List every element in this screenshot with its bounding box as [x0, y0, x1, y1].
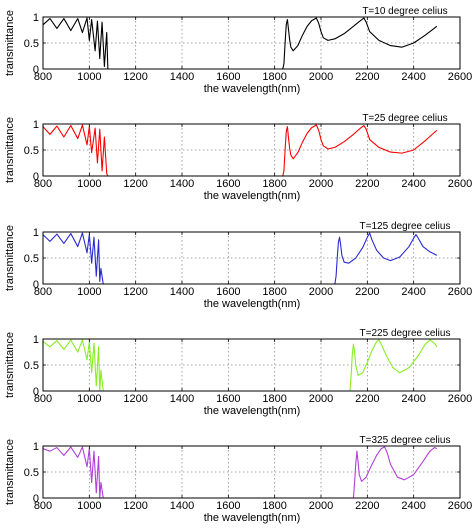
x-tick-label: 1800	[262, 178, 286, 190]
panel-title: T=25 degree celius	[362, 113, 447, 124]
y-tick-label: 0.5	[24, 360, 39, 372]
x-tick-label: 1600	[216, 500, 240, 512]
panel-title: T=325 degree celius	[360, 435, 451, 446]
x-tick-label: 2200	[355, 500, 379, 512]
y-axis-label: transmittance	[4, 439, 16, 505]
y-tick-label: 1	[33, 12, 39, 24]
panel-4: 800 1000 1200 1400 1600 1800 2000 2200 2400 2600 0…	[4, 328, 472, 417]
x-tick-label: 1000	[77, 71, 101, 83]
x-tick-label: 2200	[355, 393, 379, 405]
x-tick-label: 1600	[216, 393, 240, 405]
y-tick-label: 0	[33, 386, 39, 398]
y-tick-label: 0	[33, 493, 39, 505]
x-tick-label: 1400	[170, 286, 194, 298]
x-tick-label: 2000	[309, 71, 333, 83]
x-tick-label: 2000	[309, 393, 333, 405]
x-tick-label: 2400	[401, 500, 425, 512]
x-tick-label: 1800	[262, 500, 286, 512]
x-tick-label: 1800	[262, 286, 286, 298]
panel-title: T=125 degree celius	[360, 221, 451, 232]
x-tick-label: 2200	[355, 286, 379, 298]
x-tick-label: 2400	[401, 286, 425, 298]
panel-2: 800 1000 1200 1400 1600 1800 2000 2200 2400 2600 0…	[4, 113, 472, 202]
x-tick-label: 1400	[170, 178, 194, 190]
x-tick-label: 2000	[309, 286, 333, 298]
y-tick-label: 1	[33, 227, 39, 239]
x-tick-label: 1200	[123, 178, 147, 190]
panel-3: 800 1000 1200 1400 1600 1800 2000 2200 2400 2600 0…	[4, 221, 472, 310]
x-tick-label: 1600	[216, 178, 240, 190]
x-tick-label: 800	[34, 393, 52, 405]
x-tick-label: 1400	[170, 500, 194, 512]
x-tick-label: 2000	[309, 500, 333, 512]
x-tick-label: 2400	[401, 393, 425, 405]
y-axis-label: transmittance	[4, 332, 16, 398]
x-tick-label: 1200	[123, 500, 147, 512]
x-tick-label: 1000	[77, 286, 101, 298]
series-line-1	[42, 446, 438, 499]
y-tick-label: 0.5	[24, 467, 39, 479]
x-tick-label: 1800	[262, 71, 286, 83]
x-tick-label: 2400	[401, 178, 425, 190]
y-tick-label: 0.5	[24, 38, 39, 50]
panel-5: 800 1000 1200 1400 1600 1800 2000 2200 2400 2600 0…	[4, 435, 472, 524]
x-tick-label: 1600	[216, 71, 240, 83]
y-axis-label: transmittance	[4, 225, 16, 291]
y-tick-label: 1	[33, 334, 39, 346]
y-tick-label: 0	[33, 64, 39, 76]
x-tick-label: 1200	[123, 286, 147, 298]
x-tick-label: 1400	[170, 71, 194, 83]
panel-title: T=225 degree celius	[360, 328, 451, 339]
series-line-1	[42, 339, 438, 392]
x-axis-label: the wavelength(nm)	[204, 405, 301, 417]
series-line-1	[42, 124, 438, 177]
x-tick-label: 2200	[355, 178, 379, 190]
x-tick-label: 1600	[216, 286, 240, 298]
x-tick-label: 2400	[401, 71, 425, 83]
x-tick-label: 1800	[262, 393, 286, 405]
x-axis-label: the wavelength(nm)	[204, 298, 301, 310]
x-tick-label: 800	[34, 286, 52, 298]
x-tick-label: 1000	[77, 393, 101, 405]
x-axis-label: the wavelength(nm)	[204, 512, 301, 524]
y-axis-label: transmittance	[4, 10, 16, 76]
y-axis-label: transmittance	[4, 117, 16, 183]
x-axis-label: the wavelength(nm)	[204, 190, 301, 202]
x-tick-label: 800	[34, 500, 52, 512]
y-tick-label: 0.5	[24, 145, 39, 157]
y-tick-label: 0	[33, 171, 39, 183]
x-tick-label: 1200	[123, 71, 147, 83]
x-tick-label: 2000	[309, 178, 333, 190]
x-axis-label: the wavelength(nm)	[204, 83, 301, 95]
x-tick-label: 1200	[123, 393, 147, 405]
y-tick-label: 1	[33, 119, 39, 131]
series-line-1	[42, 232, 438, 285]
x-tick-label: 2600	[448, 393, 472, 405]
x-tick-label: 2600	[448, 500, 472, 512]
panel-title: T=10 degree celius	[362, 6, 447, 17]
x-tick-label: 1400	[170, 393, 194, 405]
x-tick-label: 800	[34, 71, 52, 83]
series-line-1	[42, 17, 438, 70]
x-tick-label: 2600	[448, 178, 472, 190]
y-tick-label: 1	[33, 441, 39, 453]
x-tick-label: 1000	[77, 178, 101, 190]
x-tick-label: 2600	[448, 71, 472, 83]
y-tick-label: 0.5	[24, 253, 39, 265]
x-tick-label: 800	[34, 178, 52, 190]
panel-1: 800 1000 1200 1400 1600 1800 2000 2200 2400 2600 0…	[4, 6, 472, 95]
x-tick-label: 2600	[448, 286, 472, 298]
x-tick-label: 2200	[355, 71, 379, 83]
y-tick-label: 0	[33, 279, 39, 291]
x-tick-label: 1000	[77, 500, 101, 512]
